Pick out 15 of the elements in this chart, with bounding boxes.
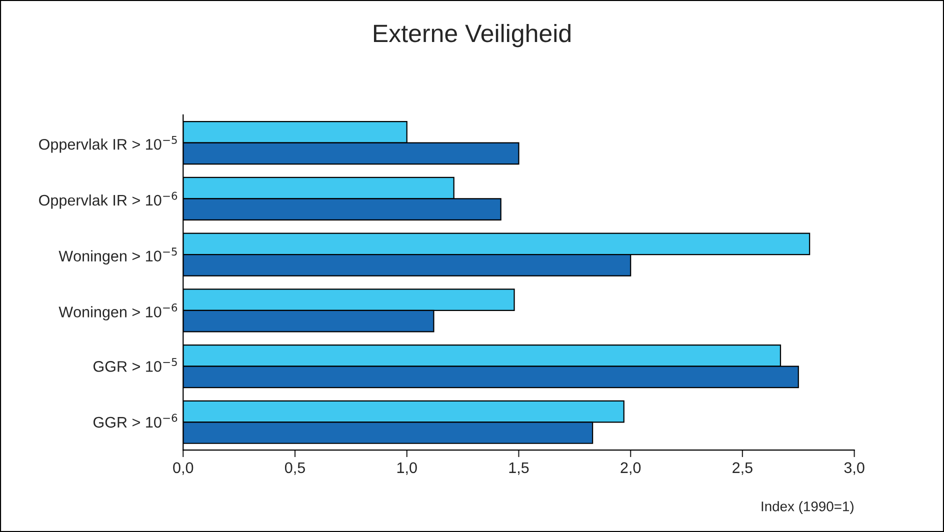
y-tick-label: GGR > 10$^{−5}$ (93, 358, 177, 372)
x-tick-label: 1,5 (509, 462, 529, 475)
x-axis-title: Index (1990=1) (762, 501, 854, 514)
x-tick-label: 2,0 (620, 462, 641, 475)
x-tick-label: 0,5 (284, 462, 305, 475)
x-tick-label: 2,5 (732, 462, 752, 475)
y-tick-label: Oppervlak IR > 10$^{−5}$ (39, 136, 177, 153)
y-tick-label: Woningen > 10$^{−5}$ (58, 248, 177, 265)
chart-title: Externe Veiligheid (374, 24, 570, 48)
x-tick-label: 3,0 (844, 462, 864, 475)
x-tick-label: 1,0 (397, 462, 417, 475)
y-tick-label: GGR > 10$^{−6}$ (93, 414, 178, 428)
y-tick-label: Oppervlak IR > 10$^{−6}$ (39, 192, 178, 209)
y-tick-label: Woningen > 10$^{−6}$ (58, 303, 178, 320)
x-tick-label: 0,0 (173, 462, 194, 475)
